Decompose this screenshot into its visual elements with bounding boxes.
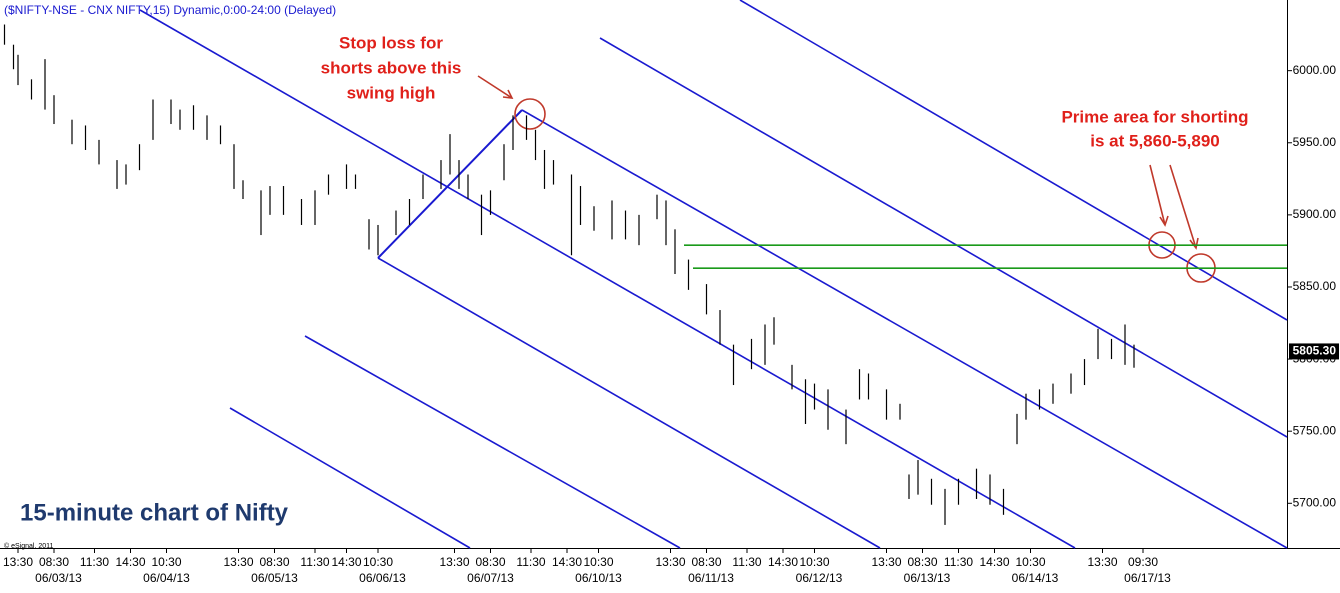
date-tick-label: 06/14/13 (1012, 571, 1059, 585)
annotation: swing high (347, 83, 436, 102)
x-tick-label: 13:30 (223, 555, 253, 569)
x-tick-label: 13:30 (871, 555, 901, 569)
x-tick-label: 09:30 (1128, 555, 1158, 569)
x-tick-label: 10:30 (799, 555, 829, 569)
x-tick-label: 14:30 (331, 555, 361, 569)
chart-title: ($NIFTY-NSE - CNX NIFTY,15) Dynamic,0:00… (4, 3, 336, 17)
x-tick-label: 08:30 (259, 555, 289, 569)
last-price-box (1289, 343, 1339, 360)
x-tick-label: 14:30 (552, 555, 582, 569)
x-tick-label: 08:30 (475, 555, 505, 569)
x-tick-label: 11:30 (732, 555, 761, 569)
date-tick-label: 06/10/13 (575, 571, 622, 585)
x-tick-label: 14:30 (979, 555, 1009, 569)
pitchfork (139, 0, 1288, 549)
date-tick-label: 06/06/13 (359, 571, 406, 585)
arrow (1169, 164, 1199, 250)
x-tick-label: 13:30 (3, 555, 33, 569)
x-tick-label: 13:30 (655, 555, 685, 569)
x-tick-label: 10:30 (363, 555, 393, 569)
x-tick-label: 08:30 (691, 555, 721, 569)
y-tick-label: 5700.00 (1293, 495, 1337, 509)
x-tick-label: 11:30 (80, 555, 109, 569)
pitchfork-line (139, 9, 1076, 549)
x-tick-label: 11:30 (516, 555, 545, 569)
x-tick-label: 14:30 (768, 555, 798, 569)
circle (514, 98, 546, 130)
pitchfork-line (521, 109, 1288, 549)
y-tick-label: 5750.00 (1293, 423, 1337, 437)
x-tick-label: 10:30 (1015, 555, 1045, 569)
annotation: Stop loss for (339, 33, 443, 52)
date-tick-label: 06/05/13 (251, 571, 298, 585)
arrow (477, 75, 514, 99)
y-tick-label: 5850.00 (1293, 279, 1337, 293)
x-tick-label: 14:30 (115, 555, 145, 569)
date-tick-label: 06/12/13 (796, 571, 843, 585)
annotation-marks (477, 75, 1216, 283)
arrow (1149, 164, 1169, 227)
date-tick-label: 06/07/13 (467, 571, 514, 585)
x-tick-label: 13:30 (439, 555, 469, 569)
pitchfork-line (599, 37, 1288, 438)
x-tick-label: 08:30 (39, 555, 69, 569)
annotation: is at 5,860-5,890 (1090, 131, 1219, 150)
x-tick-label: 10:30 (583, 555, 613, 569)
y-tick-label: 5900.00 (1293, 207, 1337, 221)
pitchfork-line (229, 407, 471, 549)
pitchfork-line (377, 257, 881, 549)
pitchfork-line (304, 335, 681, 549)
x-tick-label: 08:30 (907, 555, 937, 569)
y-tick-label: 5950.00 (1293, 135, 1337, 149)
date-tick-label: 06/03/13 (35, 571, 82, 585)
pitchfork-line (739, 0, 1288, 321)
caption: 15-minute chart of Nifty (20, 499, 289, 526)
date-tick-label: 06/04/13 (143, 571, 190, 585)
x-tick-label: 13:30 (1087, 555, 1117, 569)
y-tick-label: 6000.00 (1293, 63, 1337, 77)
annotation: shorts above this (321, 58, 462, 77)
last-price-label: 5805.30 (1293, 344, 1337, 358)
x-tick-label: 11:30 (300, 555, 329, 569)
credit: © eSignal, 2011 (4, 542, 54, 550)
pitchfork-handle (377, 109, 523, 259)
x-tick-label: 11:30 (944, 555, 973, 569)
x-tick-label: 10:30 (151, 555, 181, 569)
date-tick-label: 06/11/13 (688, 571, 734, 585)
date-tick-label: 06/13/13 (904, 571, 951, 585)
annotation: Prime area for shorting (1061, 107, 1248, 126)
date-tick-label: 06/17/13 (1124, 571, 1171, 585)
